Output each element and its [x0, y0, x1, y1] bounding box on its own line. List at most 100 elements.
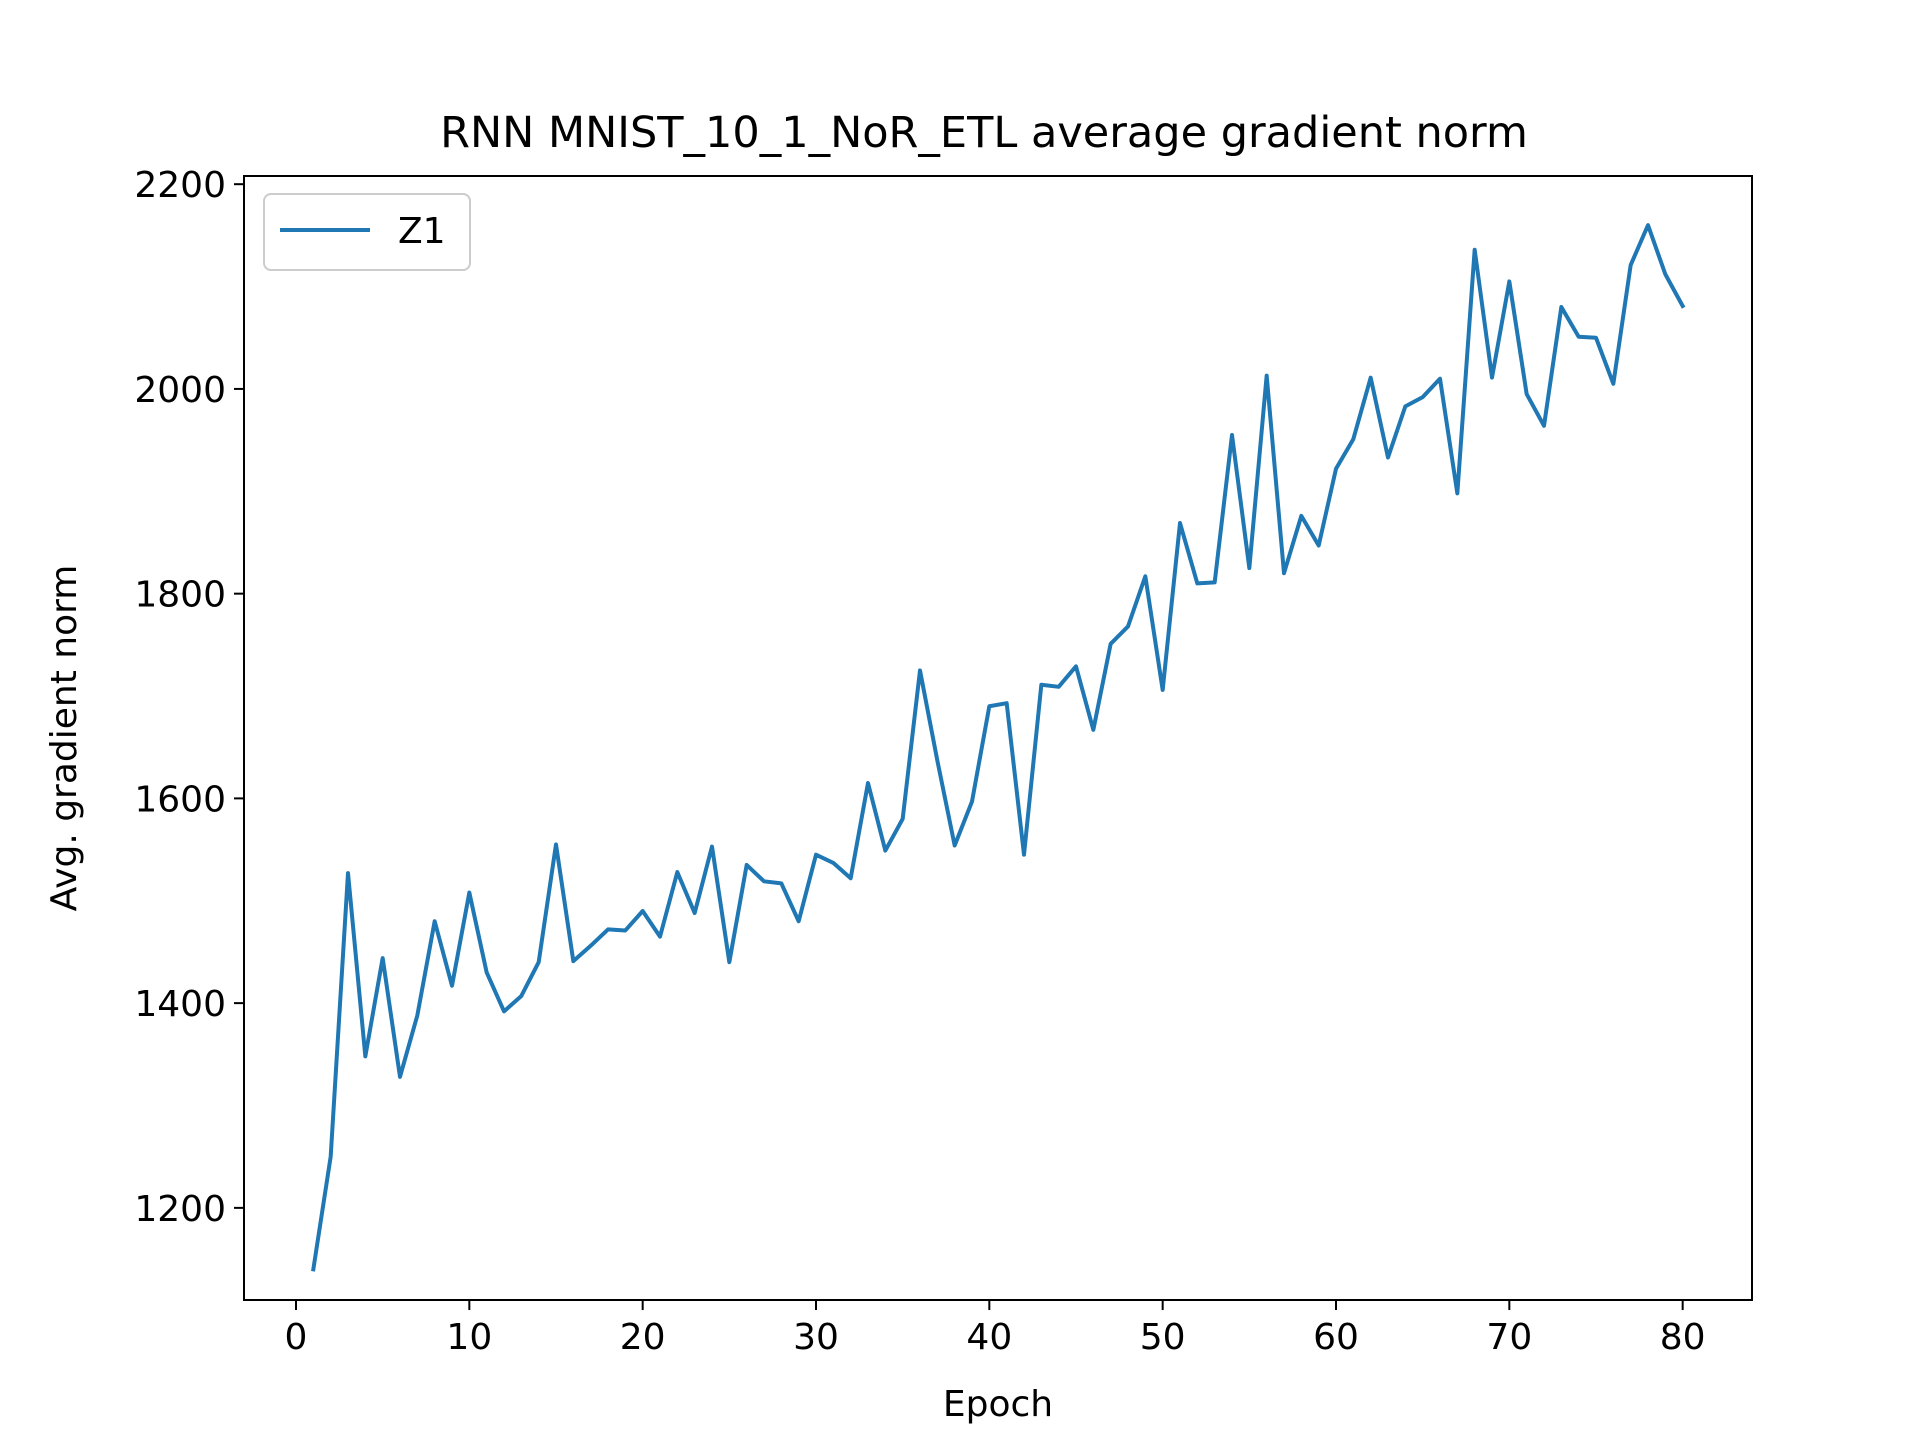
data-point: [1526, 394, 1527, 395]
plot-frame: [243, 175, 1753, 1301]
data-point: [1110, 643, 1111, 644]
data-point: [1682, 306, 1683, 307]
data-point: [365, 1056, 366, 1057]
data-point: [972, 801, 973, 802]
data-point: [816, 854, 817, 855]
data-point: [1388, 457, 1389, 458]
x-tick-label: 50: [1140, 1317, 1186, 1358]
data-point: [382, 958, 383, 959]
data-point: [1578, 336, 1579, 337]
data-point: [469, 892, 470, 893]
data-point: [573, 961, 574, 962]
data-point: [1474, 249, 1475, 250]
data-point: [400, 1076, 401, 1077]
series-line: [311, 223, 1686, 1272]
data-point: [608, 929, 609, 930]
data-point: [764, 881, 765, 882]
data-point: [452, 985, 453, 986]
y-tick-label: 2200: [134, 165, 226, 206]
data-point: [1058, 686, 1059, 687]
data-point: [798, 921, 799, 922]
data-point: [1492, 377, 1493, 378]
data-point: [1405, 406, 1406, 407]
data-point: [1648, 225, 1649, 226]
data-point: [712, 846, 713, 847]
data-point: [1162, 689, 1163, 690]
data-point: [729, 962, 730, 963]
data-point: [1544, 425, 1545, 426]
data-point: [1509, 281, 1510, 282]
data-point: [1353, 439, 1354, 440]
data-point: [1128, 626, 1129, 627]
data-point: [1561, 307, 1562, 308]
data-point: [486, 972, 487, 973]
series-Z1: [311, 223, 1686, 1272]
data-point: [1613, 383, 1614, 384]
data-point: [417, 1015, 418, 1016]
data-point: [538, 962, 539, 963]
y-tick-label: 1800: [134, 575, 226, 616]
data-point: [330, 1156, 331, 1157]
data-point: [1318, 545, 1319, 546]
x-tick-label: 30: [793, 1317, 839, 1358]
data-point: [1630, 265, 1631, 266]
legend-label: Z1: [398, 211, 446, 252]
y-tick-label: 2000: [134, 370, 226, 411]
data-point: [1145, 576, 1146, 577]
data-point: [833, 862, 834, 863]
data-point: [1440, 378, 1441, 379]
data-point: [1336, 468, 1337, 469]
y-axis-label: Avg. gradient norm: [44, 565, 85, 912]
x-tick-label: 20: [620, 1317, 666, 1358]
x-tick-label: 60: [1313, 1317, 1359, 1358]
data-point: [660, 936, 661, 937]
data-point: [521, 995, 522, 996]
data-point: [1370, 377, 1371, 378]
data-point: [1076, 666, 1077, 667]
data-point: [746, 864, 747, 865]
data-point: [590, 945, 591, 946]
chart-title: RNN MNIST_10_1_NoR_ETL average gradient …: [440, 108, 1528, 158]
data-point: [694, 913, 695, 914]
data-point: [850, 878, 851, 879]
data-point: [434, 921, 435, 922]
data-point: [677, 872, 678, 873]
data-point: [989, 706, 990, 707]
legend: Z1: [263, 193, 471, 271]
data-point: [1006, 703, 1007, 704]
data-point: [642, 911, 643, 912]
data-point: [556, 844, 557, 845]
data-point: [625, 930, 626, 931]
data-point: [781, 883, 782, 884]
data-point: [348, 873, 349, 874]
x-tick-label: 40: [966, 1317, 1012, 1358]
data-point: [1232, 434, 1233, 435]
series-layer: [311, 223, 1686, 1272]
x-tick-label: 70: [1486, 1317, 1532, 1358]
data-point: [1422, 397, 1423, 398]
x-tick-label: 0: [285, 1317, 308, 1358]
data-point: [1665, 274, 1666, 275]
data-point: [1284, 573, 1285, 574]
data-point: [1041, 684, 1042, 685]
data-point: [1093, 729, 1094, 730]
data-point: [885, 850, 886, 851]
data-point: [313, 1269, 314, 1270]
x-tick-label: 10: [446, 1317, 492, 1358]
data-point: [868, 783, 869, 784]
data-point: [504, 1011, 505, 1012]
data-point: [954, 845, 955, 846]
y-tick-label: 1400: [134, 984, 226, 1025]
data-point: [1249, 568, 1250, 569]
data-point: [1301, 515, 1302, 516]
data-point: [1180, 523, 1181, 524]
data-point: [1214, 582, 1215, 583]
data-point: [1266, 375, 1267, 376]
x-axis-label: Epoch: [943, 1384, 1053, 1425]
data-point: [937, 760, 938, 761]
x-tick-label: 80: [1660, 1317, 1706, 1358]
plot-area: [244, 176, 1752, 1300]
y-tick-label: 1200: [134, 1189, 226, 1230]
